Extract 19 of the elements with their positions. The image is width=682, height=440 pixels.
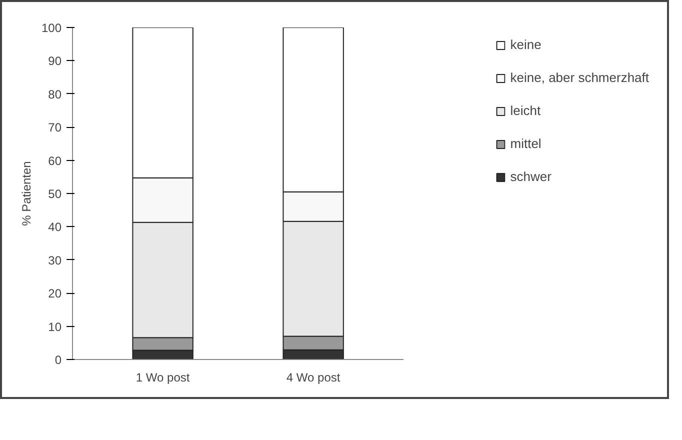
y-tick-label: 60 [48,154,62,168]
y-tick-label: 0 [54,353,62,367]
y-tick-label: 70 [48,120,62,135]
y-tick-label: 50 [48,187,62,201]
y-tick-label: 100 [41,21,62,35]
legend-label: leicht [510,103,541,118]
x-tick-label: 1 Wo post [136,370,190,384]
y-tick-label: 40 [48,220,62,234]
y-tick-label: 90 [48,54,62,68]
x-tick-label: 4 Wo post [286,370,341,384]
legend-label: keine [510,37,542,52]
legend-label: keine, aber schmerzhaft [510,70,649,85]
y-tick-label: 80 [48,87,62,102]
y-tick-label: 30 [48,253,62,268]
y-tick-label: 20 [48,286,62,301]
legend-label: mittel [510,136,542,151]
y-tick-label: 10 [48,320,62,334]
y-axis-title: % Patienten [19,161,34,226]
legend-label: schwer [510,169,552,184]
